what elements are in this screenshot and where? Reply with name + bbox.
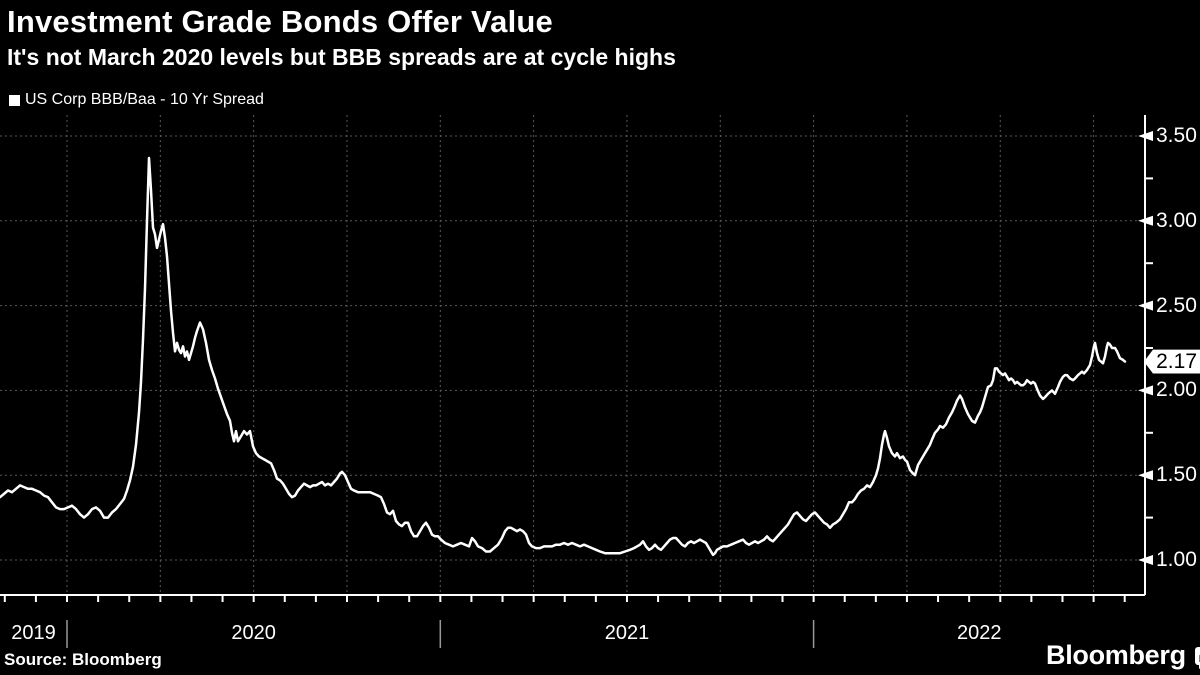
last-value-marker: 2.17	[1144, 349, 1200, 374]
bloomberg-bug-icon	[1194, 646, 1200, 669]
bloomberg-logo: Bloomberg	[1046, 640, 1200, 671]
legend: US Corp BBB/Baa - 10 Yr Spread	[9, 91, 264, 109]
axis-ticks	[3, 131, 1153, 602]
last-value-text: 2.17	[1156, 349, 1197, 373]
y-axis-tick-label: 1.00	[1156, 548, 1197, 571]
x-axis-year-label: 2020	[231, 622, 276, 644]
x-axis-year-label: 2022	[957, 622, 1002, 644]
y-axis-tick-label: 3.50	[1156, 124, 1197, 147]
legend-label: US Corp BBB/Baa - 10 Yr Spread	[25, 91, 264, 108]
y-axis-tick-label: 2.50	[1156, 293, 1197, 317]
year-dividers	[66, 620, 815, 648]
chart-subtitle: It's not March 2020 levels but BBB sprea…	[7, 44, 676, 70]
series-line	[0, 156, 1127, 557]
y-axis-tick-label: 1.50	[1156, 463, 1197, 487]
axes	[0, 115, 1146, 596]
bloomberg-wordmark: Bloomberg	[1046, 640, 1186, 670]
y-axis-tick-label: 3.00	[1156, 208, 1197, 232]
x-axis-year-label: 2019	[11, 622, 56, 644]
y-axis-tick-label: 2.00	[1156, 378, 1197, 402]
legend-swatch-icon	[9, 94, 20, 106]
gridlines	[0, 115, 1145, 595]
page-title: Investment Grade Bonds Offer Value	[7, 4, 554, 39]
source-credit: Source: Bloomberg	[4, 650, 162, 669]
x-axis-year-label: 2021	[604, 622, 650, 644]
